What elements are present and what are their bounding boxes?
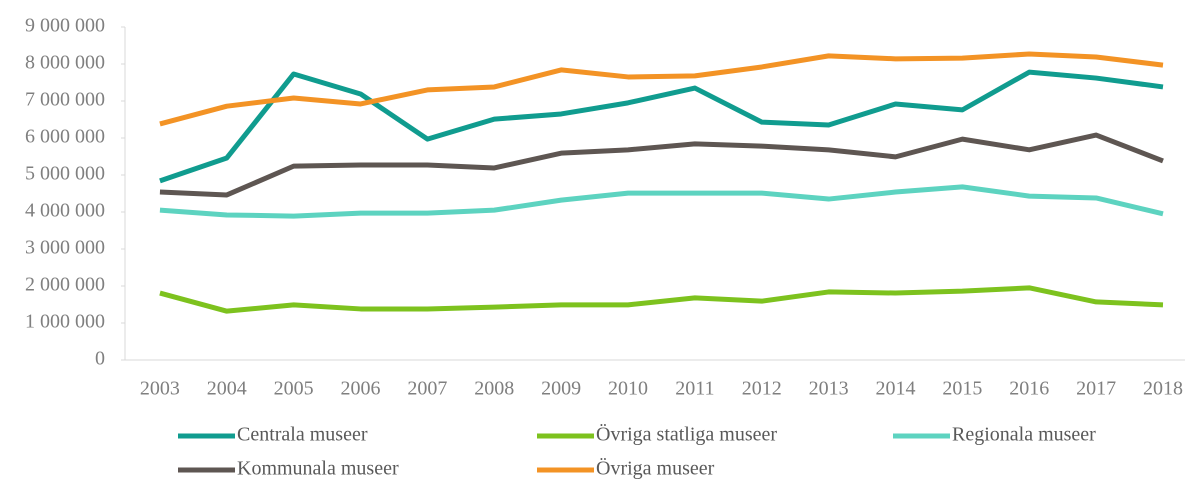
x-tick-label: 2018 <box>1143 378 1183 400</box>
line-series <box>159 132 1164 198</box>
y-tick-label: 1 000 000 <box>25 311 105 333</box>
line-series <box>159 51 1164 127</box>
x-tick-label: 2014 <box>876 378 916 400</box>
y-tick-label: 4 000 000 <box>25 200 105 222</box>
x-tick-label: 2013 <box>809 378 849 400</box>
y-tick-label: 6 000 000 <box>25 126 105 148</box>
y-tick-label: 7 000 000 <box>25 89 105 111</box>
x-tick-label: 2003 <box>140 378 180 400</box>
x-tick-label: 2011 <box>675 378 714 400</box>
x-tick-label: 2015 <box>942 378 982 400</box>
legend-label: Övriga museer <box>596 457 715 480</box>
x-tick-label: 2006 <box>341 378 381 400</box>
x-tick-label: 2008 <box>474 378 514 400</box>
x-tick-label: 2010 <box>608 378 648 400</box>
y-tick-label: 0 <box>95 348 105 370</box>
y-tick-label: 8 000 000 <box>25 52 105 74</box>
x-tick-label: 2007 <box>407 378 447 400</box>
line-series <box>159 285 1164 314</box>
legend-label: Kommunala museer <box>237 458 399 480</box>
legend-label: Regionala museer <box>952 424 1096 446</box>
legend-label: Övriga statliga museer <box>596 423 777 446</box>
y-tick-label: 5 000 000 <box>25 163 105 185</box>
line-series <box>159 69 1164 184</box>
x-tick-label: 2012 <box>742 378 782 400</box>
legend-label: Centrala museer <box>237 424 368 446</box>
y-tick-label: 2 000 000 <box>25 274 105 296</box>
x-tick-label: 2005 <box>274 378 314 400</box>
line-series <box>159 184 1164 219</box>
x-tick-label: 2016 <box>1009 378 1049 400</box>
y-tick-label: 9 000 000 <box>25 15 105 37</box>
x-tick-label: 2009 <box>541 378 581 400</box>
x-tick-label: 2017 <box>1076 378 1116 400</box>
y-tick-label: 3 000 000 <box>25 237 105 259</box>
x-tick-label: 2004 <box>207 378 247 400</box>
